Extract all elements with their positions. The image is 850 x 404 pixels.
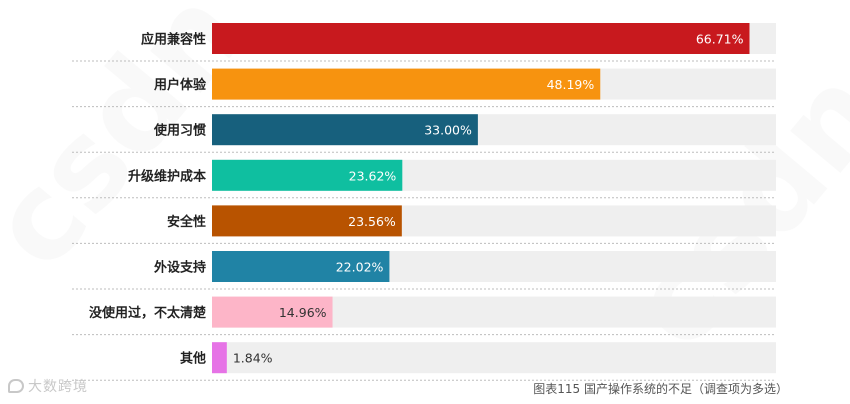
data-label: 14.96% <box>279 305 327 320</box>
category-label: 安全性 <box>167 214 206 230</box>
category-label: 应用兼容性 <box>141 32 206 48</box>
logo-icon <box>8 379 24 393</box>
logo-text: 大数跨境 <box>28 379 88 395</box>
category-label: 升级维护成本 <box>128 168 206 184</box>
category-label: 用户体验 <box>153 77 207 93</box>
data-label: 23.56% <box>348 214 396 229</box>
bar <box>212 342 227 374</box>
chart-caption: 图表115 国产操作系统的不足（调查项为多选） <box>533 382 788 396</box>
category-label: 外设支持 <box>153 260 206 276</box>
bar <box>212 23 750 54</box>
data-label: 48.19% <box>547 77 595 92</box>
category-label: 其他 <box>180 351 206 367</box>
data-label: 22.02% <box>336 260 384 275</box>
bar <box>212 159 403 191</box>
bar <box>212 205 402 237</box>
category-label: 没使用过，不太清楚 <box>89 305 207 321</box>
bar <box>212 296 333 328</box>
bar <box>212 114 478 146</box>
bar-track <box>212 342 776 374</box>
bar <box>212 68 601 100</box>
data-label: 66.71% <box>696 32 744 47</box>
bar <box>212 251 390 282</box>
data-label: 33.00% <box>424 123 472 138</box>
brand-logo: 大数跨境 <box>8 376 88 396</box>
category-label: 使用习惯 <box>153 123 206 139</box>
data-label: 1.84% <box>233 351 273 366</box>
data-label: 23.62% <box>349 168 397 183</box>
